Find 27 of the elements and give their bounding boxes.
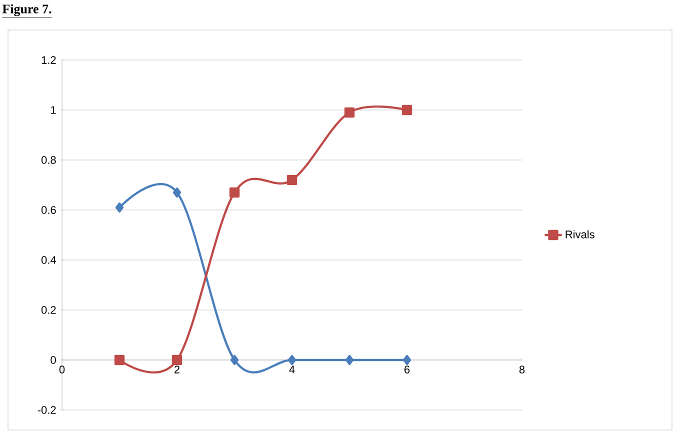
y-tick-label: -0.2 <box>38 406 56 414</box>
legend-label: Rivals <box>566 230 594 238</box>
point <box>229 187 240 198</box>
y-tick-label: 0 <box>50 356 56 364</box>
chart-title: Figure 7. <box>2 4 52 16</box>
point <box>114 354 125 366</box>
point <box>402 104 412 116</box>
y-tick-label: 0.8 <box>41 156 56 164</box>
point <box>344 107 355 118</box>
x-tick-label: 6 <box>404 366 410 374</box>
x-tick-label: 4 <box>289 366 295 374</box>
point <box>345 354 354 366</box>
x-tick-label: 2 <box>174 366 180 374</box>
y-tick-label: 0.2 <box>41 306 56 314</box>
point <box>172 354 182 366</box>
y-tick-label: 1.2 <box>42 56 56 64</box>
x-tick-label: 0 <box>59 366 65 374</box>
y-tick-label: 1 <box>51 106 56 114</box>
y-tick-label: 0.4 <box>41 256 56 264</box>
point <box>172 187 182 198</box>
point <box>288 354 296 366</box>
y-tick-label: 0.6 <box>41 206 56 214</box>
point <box>230 354 239 366</box>
point <box>402 354 412 366</box>
point <box>286 174 298 186</box>
x-tick-label: 8 <box>519 366 525 374</box>
point <box>115 202 124 213</box>
